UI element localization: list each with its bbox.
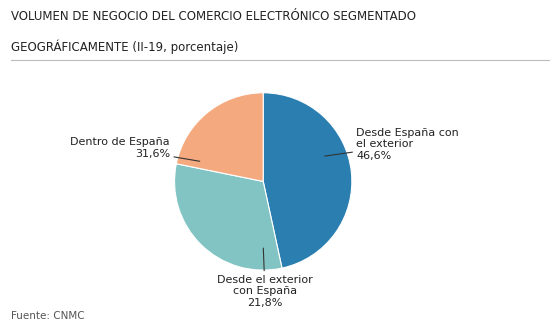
Text: VOLUMEN DE NEGOCIO DEL COMERCIO ELECTRÓNICO SEGMENTADO: VOLUMEN DE NEGOCIO DEL COMERCIO ELECTRÓN…	[11, 10, 416, 23]
Text: GEOGRÁFICAMENTE (II-19, porcentaje): GEOGRÁFICAMENTE (II-19, porcentaje)	[11, 40, 239, 54]
Text: Desde España con
el exterior
46,6%: Desde España con el exterior 46,6%	[325, 128, 459, 161]
Wedge shape	[176, 93, 263, 181]
Text: Desde el exterior
con España
21,8%: Desde el exterior con España 21,8%	[217, 248, 313, 308]
Text: Fuente: CNMC: Fuente: CNMC	[11, 311, 85, 321]
Wedge shape	[175, 164, 282, 270]
Wedge shape	[263, 93, 352, 268]
Text: Dentro de España
31,6%: Dentro de España 31,6%	[71, 137, 200, 161]
